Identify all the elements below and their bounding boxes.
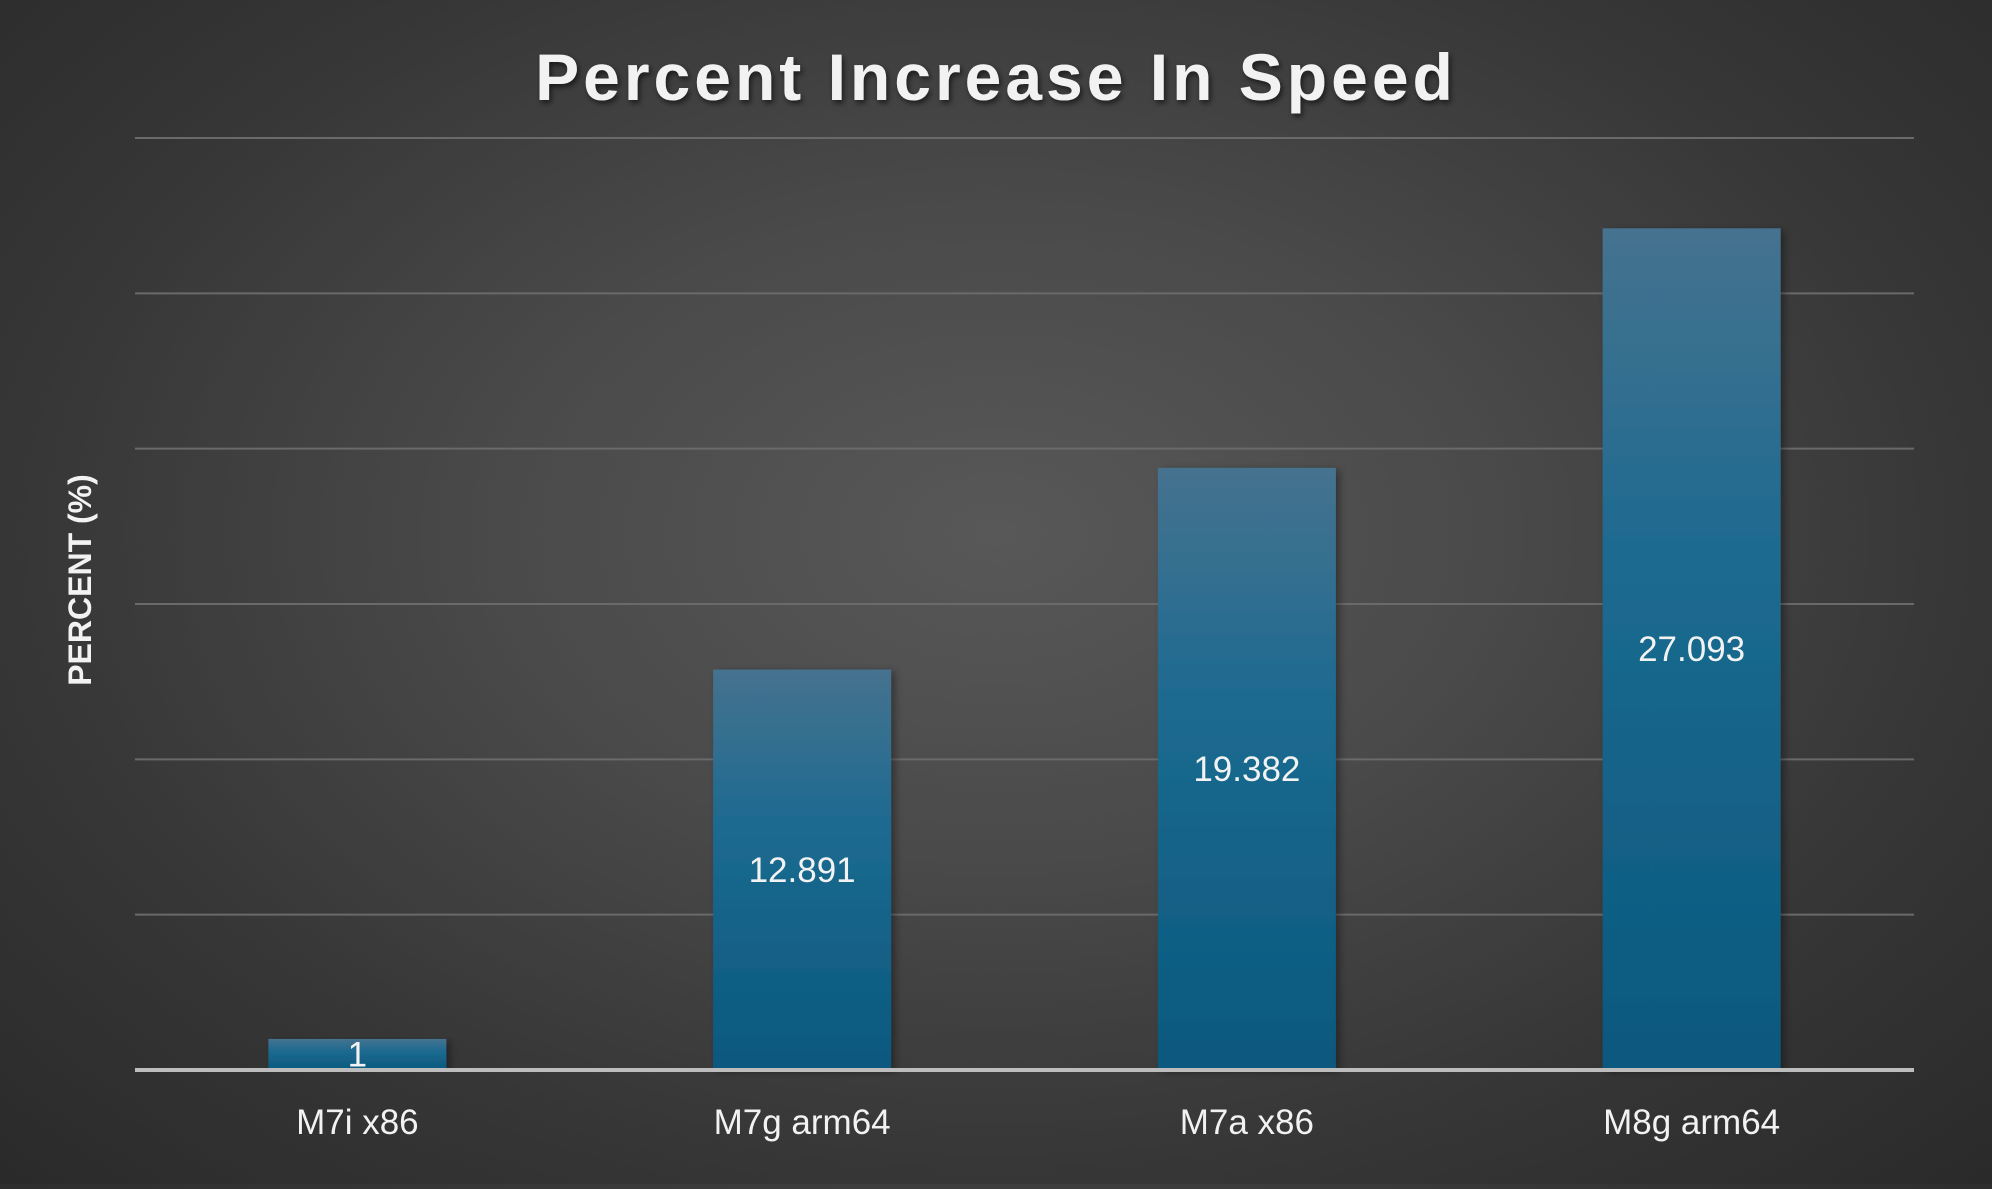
- y-axis-label: PERCENT (%): [62, 474, 98, 686]
- data-label: 27.093: [1638, 630, 1745, 669]
- x-tick-label: M8g arm64: [1603, 1103, 1780, 1142]
- data-label: 19.382: [1193, 750, 1300, 789]
- bars: [268, 228, 1781, 1071]
- chart-title: Percent Increase In Speed: [535, 40, 1457, 114]
- x-tick-label: M7i x86: [296, 1103, 419, 1142]
- x-tick-label: M7g arm64: [714, 1103, 891, 1142]
- data-labels: 1 12.891 19.382 27.093: [348, 630, 1746, 1074]
- bar: [713, 669, 892, 1070]
- x-axis-tick-labels: M7i x86 M7g arm64 M7a x86 M8g arm64: [296, 1103, 1780, 1142]
- data-label: 1: [348, 1035, 367, 1074]
- bar: [1602, 228, 1781, 1071]
- bar: [268, 1038, 447, 1070]
- data-label: 12.891: [749, 851, 856, 890]
- bar: [1157, 467, 1336, 1071]
- x-tick-label: M7a x86: [1180, 1103, 1314, 1142]
